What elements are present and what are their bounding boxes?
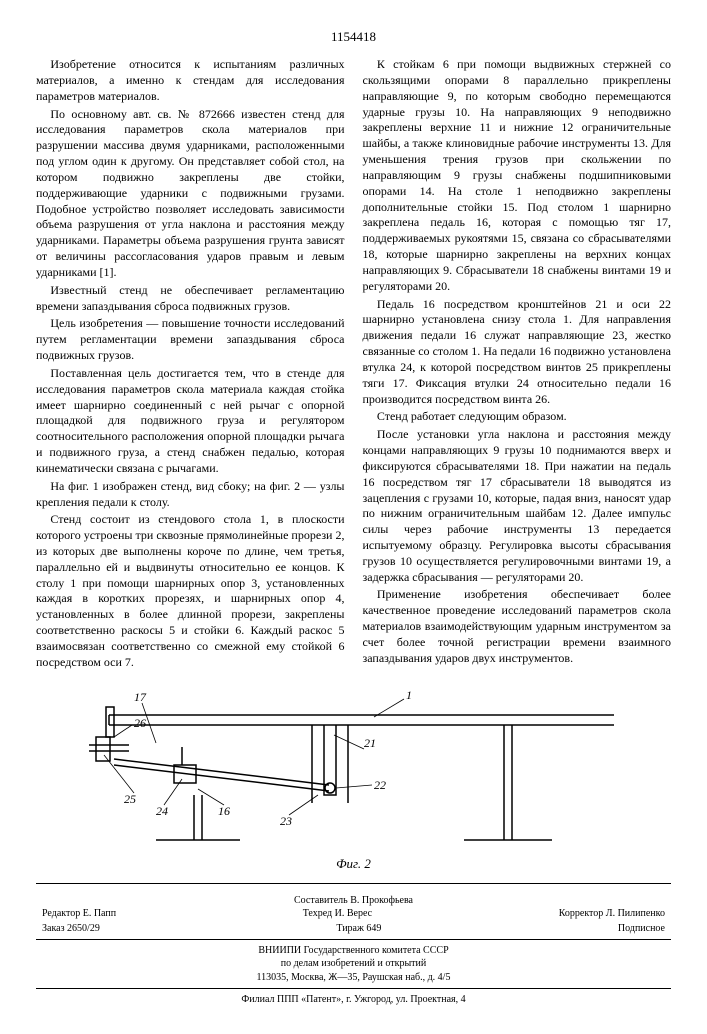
fig-label-23: 23 (280, 814, 292, 828)
footer-org2: по делам изобретений и открытий (36, 957, 671, 970)
p-l3: Известный стенд не обеспечивает регламен… (36, 283, 345, 315)
p-l1: Изобретение относится к испытаниям разли… (36, 57, 345, 104)
p-l5: Поставленная цель достигается тем, что в… (36, 366, 345, 477)
p-r1: К стойкам 6 при помощи выдвижных стержне… (363, 57, 672, 294)
doc-number: 1154418 (36, 28, 671, 45)
fig-label-17: 17 (134, 690, 147, 704)
figure-caption: Фиг. 2 (36, 855, 671, 872)
fig-label-22: 22 (374, 778, 386, 792)
p-l6: На фиг. 1 изображен стенд, вид сбоку; на… (36, 479, 345, 511)
p-l7: Стенд состоит из стендового стола 1, в п… (36, 512, 345, 670)
footer: Составитель В. Прокофьева Редактор Е. Па… (36, 894, 671, 1006)
footer-tirage: Тираж 649 (336, 922, 381, 935)
footer-compiler: Составитель В. Прокофьева (36, 894, 671, 907)
footer-addr1: 113035, Москва, Ж—35, Раушская наб., д. … (36, 971, 671, 984)
footer-org1: ВНИИПИ Государственного комитета СССР (36, 944, 671, 957)
p-l2: По основному авт. св. № 872666 известен … (36, 107, 345, 281)
fig-label-21: 21 (364, 736, 376, 750)
footer-order: Заказ 2650/29 (42, 922, 100, 935)
footer-addr2: Филиал ППП «Патент», г. Ужгород, ул. Про… (36, 993, 671, 1006)
p-r4: После установки угла наклона и расстояни… (363, 427, 672, 585)
divider-1 (36, 883, 671, 884)
footer-subscr: Подписное (618, 922, 665, 935)
p-r5: Применение изобретения обеспечивает боле… (363, 587, 672, 666)
footer-editor: Редактор Е. Папп (42, 907, 116, 920)
figure-2-svg: 1 17 21 22 25 24 16 23 26 (74, 685, 634, 845)
fig-label-16: 16 (218, 804, 230, 818)
divider-3 (36, 988, 671, 989)
footer-corrector: Корректор Л. Пилипенко (559, 907, 665, 920)
figure-2: 1 17 21 22 25 24 16 23 26 (36, 685, 671, 850)
divider-2 (36, 939, 671, 940)
p-r2: Педаль 16 посредством кронштейнов 21 и о… (363, 297, 672, 408)
fig-label-25: 25 (124, 792, 136, 806)
p-r3: Стенд работает следующим образом. (363, 409, 672, 425)
footer-techred: Техред И. Верес (303, 907, 372, 920)
text-columns: Изобретение относится к испытаниям разли… (36, 57, 671, 670)
columns-wrap: Изобретение относится к испытаниям разли… (36, 57, 671, 670)
fig-label-24: 24 (156, 804, 168, 818)
fig-label-26: 26 (134, 716, 146, 730)
fig-label-1: 1 (406, 688, 412, 702)
p-l4: Цель изобретения — повышение точности ис… (36, 316, 345, 363)
